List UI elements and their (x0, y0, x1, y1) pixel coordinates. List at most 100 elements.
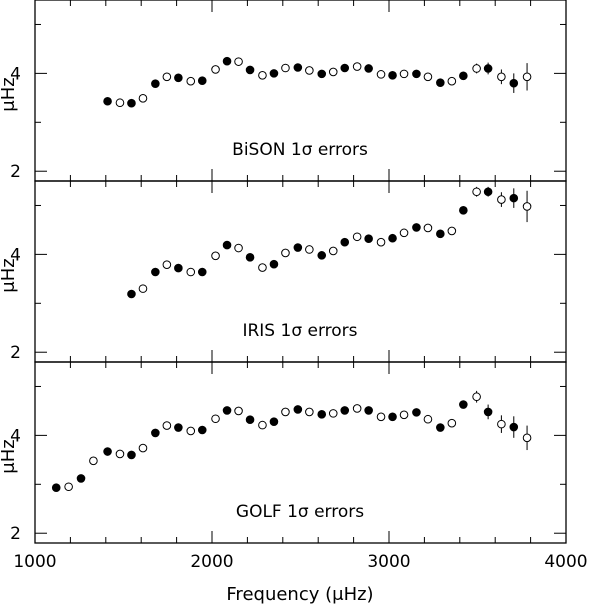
data-point-open (423, 414, 433, 424)
data-point-open (281, 63, 290, 73)
data-point-filled (269, 417, 279, 426)
data-point-filled (197, 425, 207, 435)
data-point-open (328, 67, 338, 77)
data-point-open (281, 248, 290, 258)
data-point-filled (103, 96, 112, 106)
data-point-filled (222, 240, 232, 250)
data-point-open (447, 226, 457, 236)
data-point-filled (509, 422, 519, 432)
data-point-open (447, 418, 457, 428)
data-point-filled (293, 243, 303, 252)
data-point-open (138, 443, 148, 453)
data-point-filled (103, 447, 112, 456)
data-point-open (423, 223, 433, 233)
data-point-open (305, 407, 314, 417)
data-point-filled (151, 267, 160, 277)
data-point-filled (317, 251, 327, 260)
y-tick-label: 4 (10, 245, 21, 265)
data-point-open (522, 202, 532, 211)
data-point-open (162, 72, 172, 82)
data-point-open (376, 412, 386, 422)
y-axis-title: μHz (0, 77, 19, 111)
y-tick-label: 2 (10, 524, 21, 544)
data-point-filled (459, 71, 468, 81)
data-point-filled (197, 267, 207, 277)
data-point-filled (245, 415, 255, 425)
y-tick-label: 2 (10, 162, 21, 182)
data-point-open (522, 433, 532, 443)
data-point-open (522, 72, 532, 82)
data-point-filled (245, 65, 255, 75)
data-point-open (328, 409, 338, 418)
data-point-filled (412, 408, 421, 417)
panel-frame (34, 361, 567, 544)
data-point-filled (364, 406, 373, 415)
data-point-open (305, 245, 314, 254)
x-tick-label: 1000 (13, 552, 56, 572)
data-point-open (162, 421, 172, 430)
data-point-filled (127, 450, 136, 460)
data-point-filled (222, 406, 232, 415)
data-point-filled (436, 229, 445, 239)
data-point-filled (317, 69, 327, 79)
data-point-filled (151, 79, 160, 88)
data-point-filled (436, 78, 445, 87)
y-axis-title: μHz (0, 439, 19, 473)
data-point-filled (483, 187, 493, 197)
data-point-filled (388, 233, 397, 243)
data-point-open (211, 414, 220, 424)
data-point-filled (340, 406, 350, 415)
data-point-open (115, 98, 125, 108)
data-point-open (258, 71, 267, 80)
data-point-filled (293, 405, 303, 414)
data-point-filled (388, 412, 397, 422)
data-point-open (472, 392, 481, 402)
data-point-open (352, 62, 362, 71)
x-tick-label: 3000 (367, 552, 410, 572)
data-point-filled (412, 69, 421, 79)
data-point-open (115, 449, 125, 459)
data-point-open (258, 263, 267, 272)
data-point-filled (222, 56, 232, 66)
data-point-open (186, 76, 196, 86)
data-point-filled (364, 234, 373, 244)
data-point-open (258, 420, 267, 430)
panel-label: GOLF 1σ errors (236, 502, 364, 522)
data-point-open (376, 237, 386, 247)
data-point-filled (174, 73, 183, 83)
data-point-open (376, 70, 386, 79)
data-point-open (352, 232, 362, 242)
data-point-filled (269, 69, 279, 78)
y-tick-label: 4 (10, 426, 21, 446)
y-tick-label: 2 (10, 343, 21, 363)
data-point-open (211, 65, 220, 74)
data-point-open (234, 57, 243, 66)
y-tick-label: 4 (10, 64, 21, 84)
data-point-filled (340, 63, 350, 73)
x-tick-label: 2000 (190, 552, 233, 572)
data-point-filled (269, 259, 279, 269)
data-point-open (497, 419, 506, 429)
data-point-open (497, 72, 506, 82)
data-point-open (423, 72, 433, 82)
data-point-open (497, 195, 506, 204)
data-point-open (352, 404, 362, 413)
panel-label: BiSON 1σ errors (232, 140, 368, 160)
data-point-open (447, 76, 457, 86)
data-point-filled (51, 483, 61, 493)
data-point-open (162, 260, 172, 269)
data-point-open (211, 251, 220, 261)
data-point-filled (483, 64, 493, 73)
data-point-open (138, 94, 148, 103)
data-point-open (305, 66, 314, 75)
data-point-filled (127, 98, 136, 108)
x-axis-title: Frequency (μHz) (226, 584, 373, 605)
data-point-filled (509, 78, 519, 88)
data-point-open (234, 406, 243, 416)
data-point-open (281, 407, 290, 417)
data-point-filled (174, 423, 183, 432)
